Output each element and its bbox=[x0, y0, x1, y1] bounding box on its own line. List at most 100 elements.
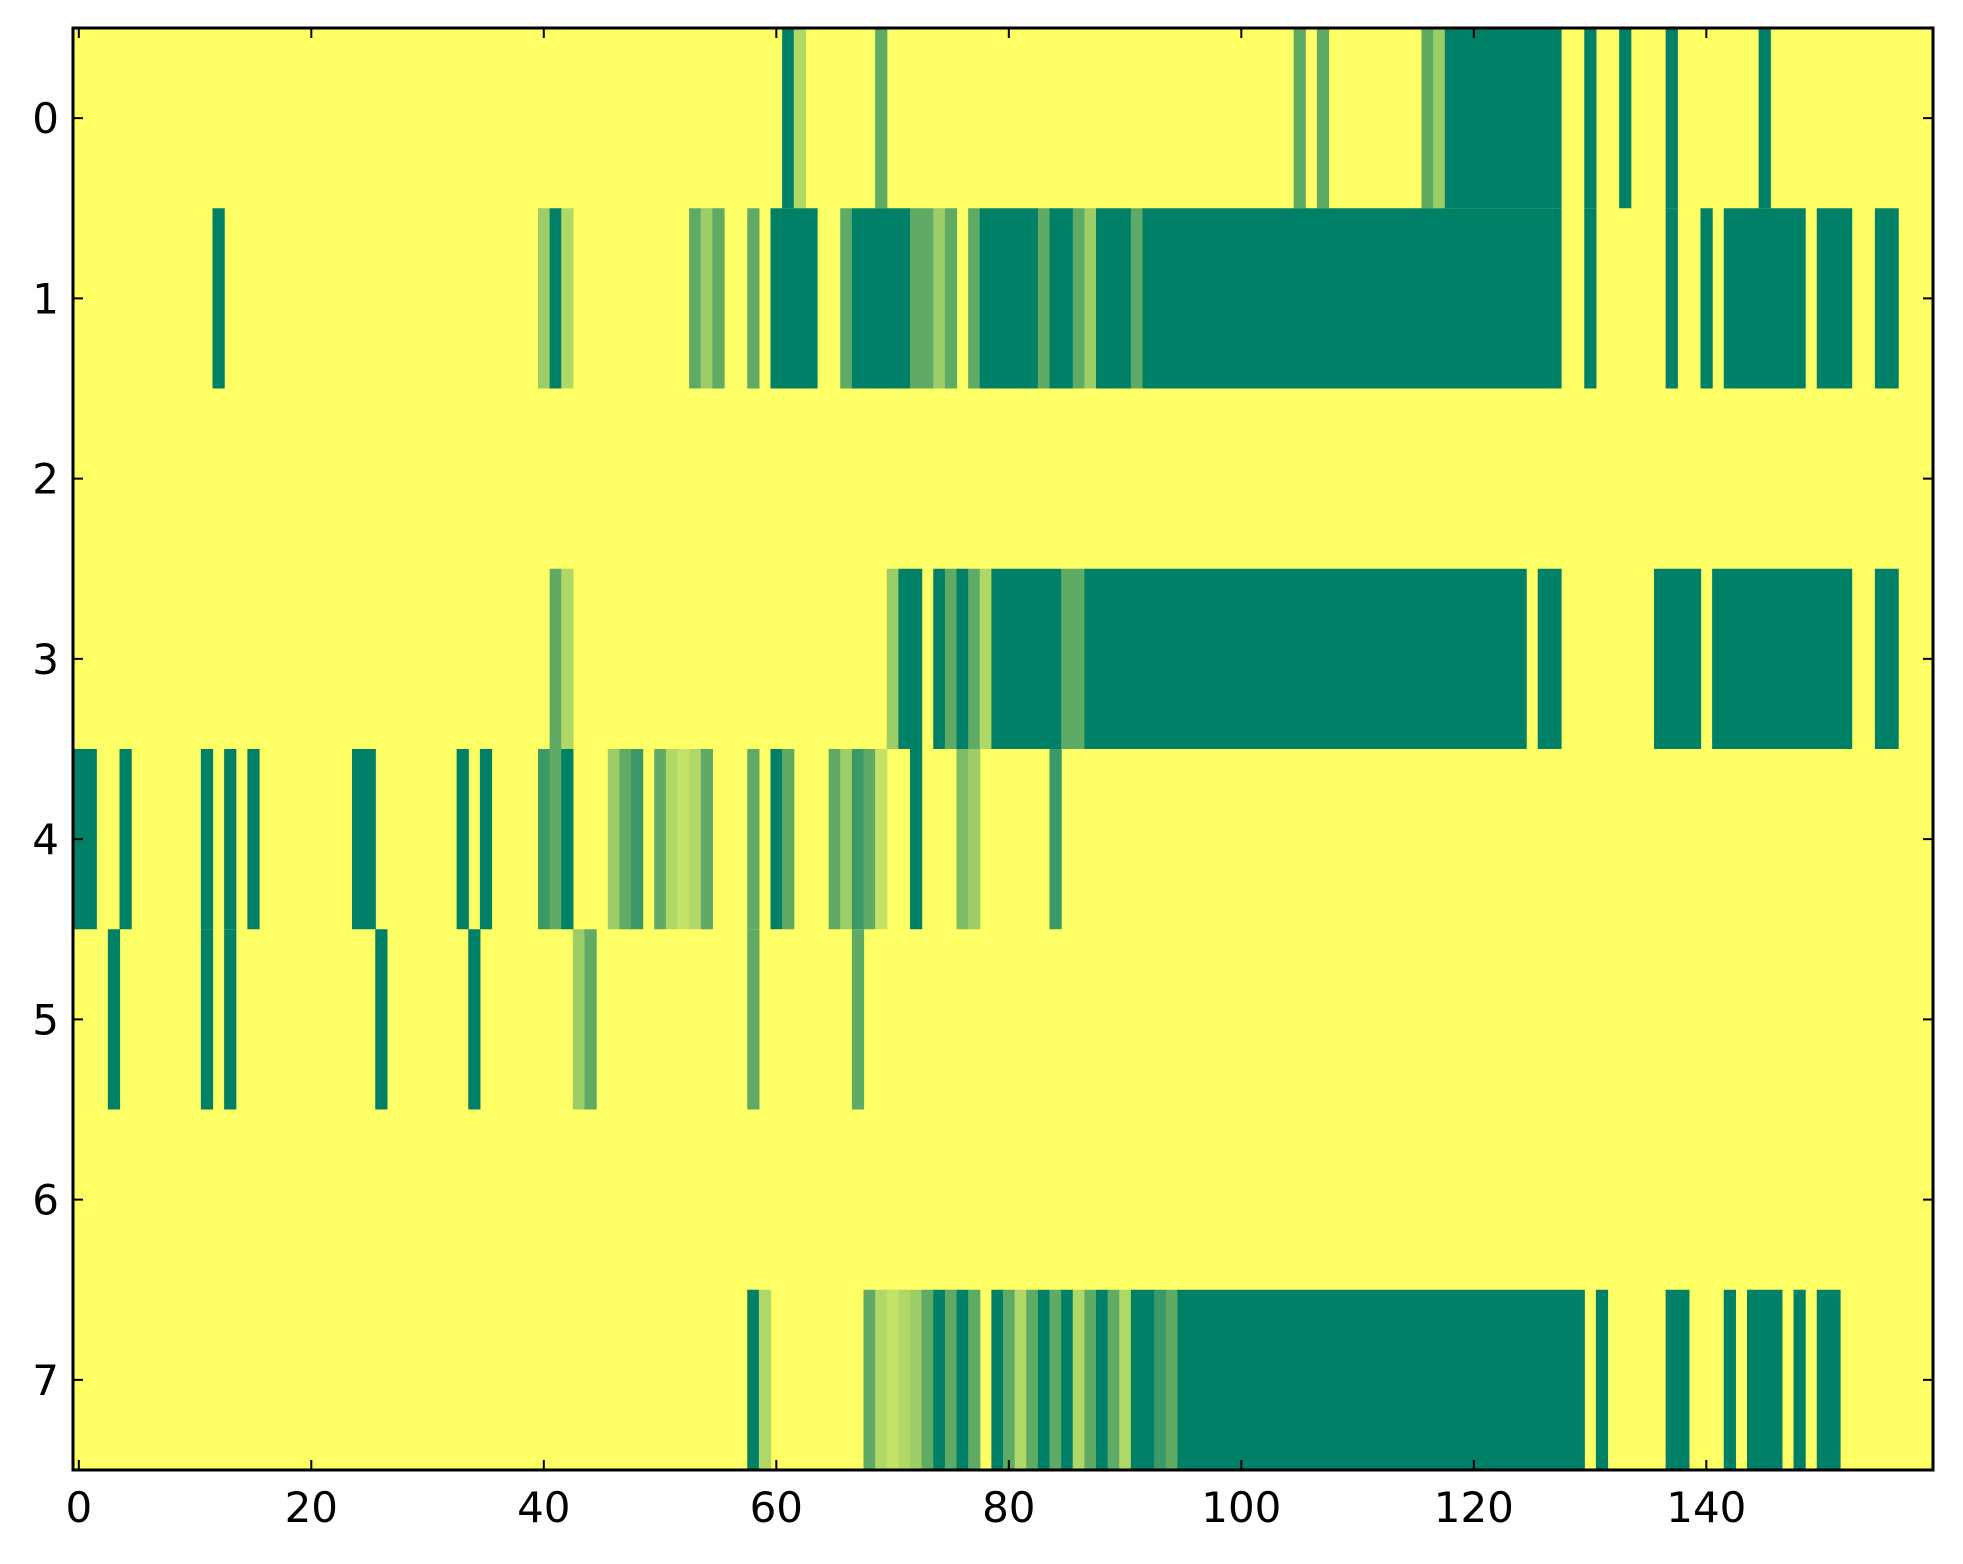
heatmap-cell bbox=[1735, 568, 1748, 749]
heatmap-cell bbox=[991, 208, 1004, 389]
heatmap-cell bbox=[1398, 568, 1411, 749]
heatmap-cell bbox=[1305, 568, 1318, 749]
heatmap-cell bbox=[851, 749, 865, 930]
heatmap-cell bbox=[793, 28, 806, 209]
heatmap-cell bbox=[1758, 1289, 1771, 1470]
heatmap-cell bbox=[538, 208, 551, 389]
heatmap-cell bbox=[1189, 208, 1202, 389]
heatmap-cell bbox=[1375, 1289, 1388, 1470]
heatmap-cell bbox=[689, 208, 702, 389]
heatmap-cell bbox=[1130, 568, 1144, 749]
heatmap-cell bbox=[886, 1289, 899, 1470]
heatmap-cell bbox=[1316, 28, 1330, 209]
heatmap-cell bbox=[1026, 208, 1039, 389]
heatmap-cell bbox=[805, 208, 818, 389]
heatmap-cell bbox=[747, 1289, 760, 1470]
heatmap-cell bbox=[247, 749, 260, 930]
heatmap-cell bbox=[1549, 208, 1562, 389]
heatmap-cell bbox=[1072, 568, 1085, 749]
heatmap-cell bbox=[1619, 28, 1632, 209]
heatmap-cell bbox=[875, 749, 888, 930]
heatmap-cell bbox=[1770, 1289, 1783, 1470]
heatmap-cell bbox=[933, 208, 946, 389]
heatmap-cell bbox=[1444, 1289, 1457, 1470]
heatmap-cell bbox=[1874, 208, 1888, 389]
heatmap-cell bbox=[1398, 208, 1411, 389]
heatmap-cell bbox=[1258, 1289, 1271, 1470]
heatmap-cell bbox=[944, 208, 958, 389]
heatmap-cell bbox=[1049, 1289, 1062, 1470]
heatmap-cell bbox=[1305, 1289, 1318, 1470]
heatmap-cell bbox=[1723, 208, 1736, 389]
heatmap-cell bbox=[1886, 208, 1899, 389]
heatmap-cell bbox=[1165, 1289, 1178, 1470]
heatmap-cell bbox=[1037, 1289, 1051, 1470]
heatmap-cell bbox=[1328, 208, 1341, 389]
heatmap-cell bbox=[1119, 1289, 1132, 1470]
heatmap-cell bbox=[770, 749, 783, 930]
heatmap-cell bbox=[956, 1289, 969, 1470]
heatmap-cells bbox=[73, 28, 1899, 1470]
heatmap-cell bbox=[793, 208, 806, 389]
heatmap-cell bbox=[1363, 1289, 1376, 1470]
heatmap-cell bbox=[1502, 1289, 1516, 1470]
heatmap-cell bbox=[1223, 208, 1237, 389]
heatmap-cell bbox=[1677, 1289, 1690, 1470]
heatmap-cell bbox=[1258, 208, 1271, 389]
heatmap-cell bbox=[1293, 568, 1306, 749]
heatmap-cell bbox=[1014, 568, 1027, 749]
heatmap-cell bbox=[1200, 568, 1213, 749]
heatmap-cell bbox=[1189, 568, 1202, 749]
heatmap-cell bbox=[1479, 568, 1492, 749]
heatmap-cell bbox=[1433, 208, 1446, 389]
heatmap-cell bbox=[875, 1289, 888, 1470]
y-tick-label: 4 bbox=[32, 815, 59, 864]
x-tick-label: 140 bbox=[1666, 1483, 1746, 1532]
heatmap-cell bbox=[224, 749, 237, 930]
heatmap-cell bbox=[1351, 1289, 1364, 1470]
heatmap-cell bbox=[1328, 568, 1341, 749]
heatmap-cell bbox=[1805, 568, 1818, 749]
heatmap-cell bbox=[1479, 208, 1492, 389]
heatmap-cell bbox=[1700, 208, 1713, 389]
heatmap-cell bbox=[1793, 208, 1806, 389]
heatmap-cell bbox=[1212, 568, 1225, 749]
heatmap-cell bbox=[1293, 1289, 1306, 1470]
heatmap-cell bbox=[107, 929, 121, 1110]
heatmap-cell bbox=[631, 749, 644, 930]
heatmap-cell bbox=[1549, 1289, 1562, 1470]
heatmap-cell bbox=[1026, 568, 1039, 749]
heatmap-cell bbox=[549, 568, 562, 749]
heatmap-cell bbox=[1409, 568, 1423, 749]
heatmap-cell bbox=[1874, 568, 1888, 749]
heatmap-cell bbox=[1386, 208, 1399, 389]
heatmap-cell bbox=[851, 208, 865, 389]
heatmap-cell bbox=[1747, 1289, 1760, 1470]
heatmap-cell bbox=[1816, 208, 1829, 389]
heatmap-cell bbox=[1654, 568, 1667, 749]
x-tick-labels: 0 20 40 60 80 100 120 140 bbox=[65, 1483, 1746, 1532]
heatmap-cell bbox=[1305, 208, 1318, 389]
heatmap-cell bbox=[1444, 28, 1457, 209]
heatmap-cell bbox=[1537, 28, 1550, 209]
y-tick-label: 3 bbox=[32, 635, 59, 684]
heatmap-cell bbox=[1665, 208, 1678, 389]
heatmap-cell bbox=[1107, 568, 1120, 749]
x-tick-label: 60 bbox=[750, 1483, 803, 1532]
heatmap-cell bbox=[1828, 208, 1841, 389]
heatmap-cell bbox=[863, 749, 876, 930]
heatmap-cell bbox=[1758, 28, 1771, 209]
heatmap-cell bbox=[1816, 1289, 1829, 1470]
heatmap-cell bbox=[1223, 568, 1237, 749]
y-tick-label: 2 bbox=[32, 455, 59, 504]
heatmap-cell bbox=[1595, 1289, 1609, 1470]
heatmap-cell bbox=[1096, 568, 1109, 749]
heatmap-cell bbox=[700, 749, 713, 930]
heatmap-cell bbox=[1351, 208, 1364, 389]
heatmap-cell bbox=[1456, 568, 1469, 749]
heatmap-cell bbox=[1049, 568, 1062, 749]
heatmap-cell bbox=[1433, 568, 1446, 749]
heatmap-cell bbox=[1688, 568, 1702, 749]
heatmap-cell bbox=[1003, 208, 1016, 389]
